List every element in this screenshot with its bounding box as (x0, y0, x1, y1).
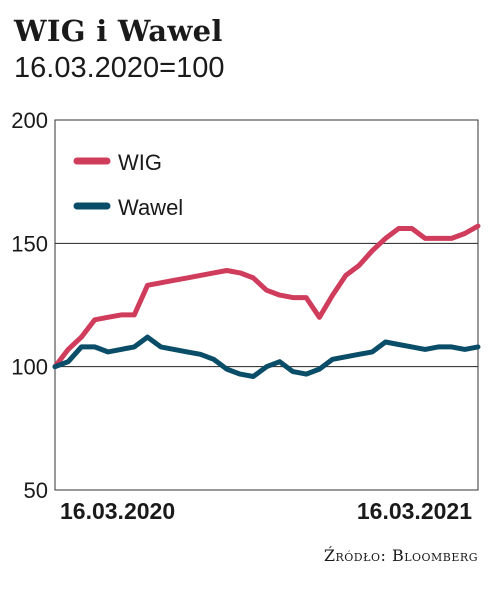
source-note: Źródło: Bloomberg (323, 546, 478, 565)
series-line-wawel (52, 334, 481, 379)
y-tick-labels: 200 150 100 50 (11, 108, 48, 503)
chart-subtitle: 16.03.2020=100 (14, 52, 225, 84)
series-lines (52, 223, 481, 379)
legend: WIG Wawel (73, 150, 183, 220)
plot-frame (54, 119, 479, 491)
x-tick-label-start: 16.03.2020 (60, 498, 175, 524)
y-tick-label-200: 200 (11, 108, 48, 133)
series-line-wig (52, 223, 481, 370)
x-tick-labels: 16.03.2020 16.03.2021 (60, 498, 472, 524)
y-tick-label-100: 100 (11, 355, 48, 380)
y-tick-label-50: 50 (24, 478, 48, 503)
chart-title: WIG i Wawel (14, 14, 223, 48)
x-tick-label-end: 16.03.2021 (357, 498, 472, 524)
legend-label-wawel: Wawel (118, 195, 183, 220)
y-tick-label-150: 150 (11, 231, 48, 256)
legend-label-wig: WIG (118, 150, 162, 175)
